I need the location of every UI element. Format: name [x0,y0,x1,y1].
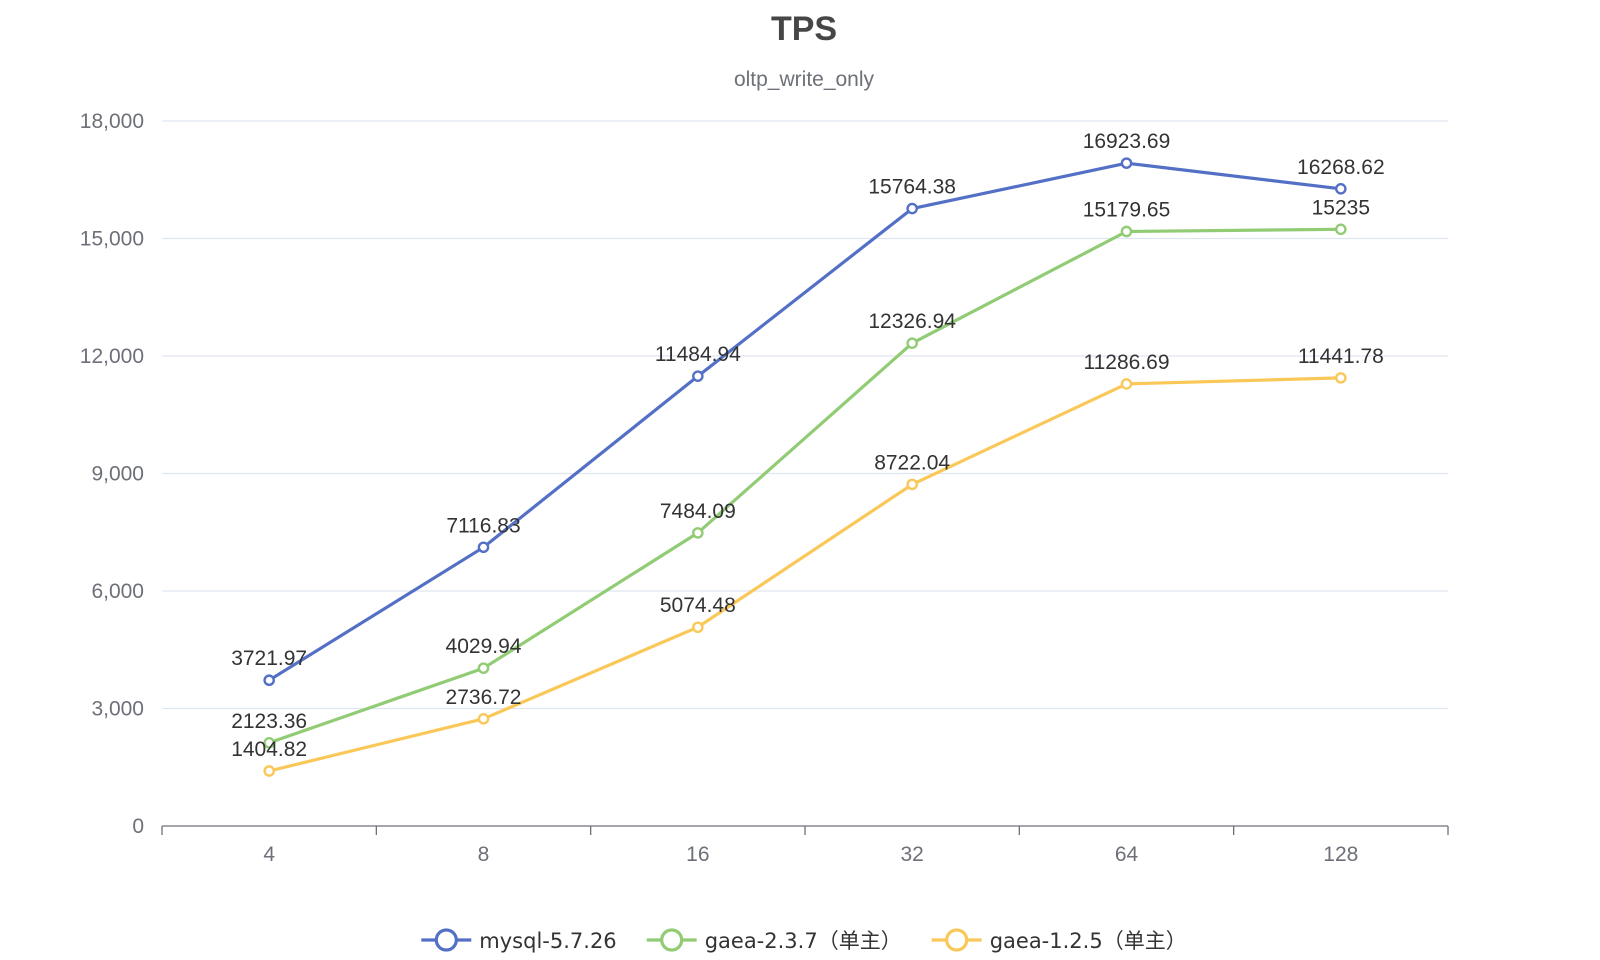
data-label: 15179.65 [1083,198,1171,221]
legend-circle-icon [434,928,458,952]
data-labels: 3721.97 7116.83 11484.94 15764.38 16923.69 16… [231,130,1384,761]
data-point[interactable] [477,662,490,674]
series-line [268,161,1341,682]
data-label: 7484.09 [660,500,736,523]
legend-circle-icon [660,928,684,952]
data-label: 16268.62 [1297,156,1385,179]
legend-label: gaea-2.3.7（单主） [705,929,902,953]
data-label: 8722.04 [874,451,950,474]
data-label: 16923.69 [1083,130,1171,153]
data-point[interactable] [1335,183,1347,195]
data-point[interactable] [906,337,918,349]
legend-circle-icon [945,928,969,952]
y-tick-label: 0 [132,815,144,838]
data-point[interactable] [1335,372,1347,384]
data-point[interactable] [692,527,704,539]
x-tick-label: 16 [686,843,709,866]
data-point[interactable] [1120,157,1133,169]
legend-label: mysql-5.7.26 [479,929,616,953]
data-points [263,157,1347,777]
chart-title: TPS [771,10,837,48]
data-point[interactable] [263,737,275,749]
series-line [268,227,1341,745]
series-lines [268,161,1341,773]
x-tick-label: 128 [1323,843,1358,866]
series-line [268,376,1341,773]
data-point[interactable] [692,370,704,382]
y-tick-label: 9,000 [91,463,144,486]
x-tick-label: 4 [263,843,275,866]
y-tick-label: 15,000 [80,228,144,251]
data-label: 2123.36 [231,710,307,733]
y-tick-label: 6,000 [91,580,144,603]
data-label: 15235 [1312,196,1370,219]
data-label: 5074.48 [660,594,736,617]
data-label: 11441.78 [1298,345,1384,368]
chart-subtitle: oltp_write_only [734,68,875,91]
legend-item[interactable]: mysql-5.7.26 [421,928,617,953]
legend-item[interactable]: gaea-2.3.7（单主） [646,928,902,953]
data-label: 11286.69 [1083,351,1169,374]
x-tick-label: 64 [1115,843,1139,866]
data-label: 1404.82 [231,738,307,761]
data-point[interactable] [692,621,704,634]
data-point[interactable] [906,478,918,491]
y-tick-label: 12,000 [80,345,144,368]
data-point[interactable] [1335,223,1347,236]
data-point[interactable] [477,541,490,554]
data-label: 4029.94 [446,635,522,658]
data-point[interactable] [263,674,275,687]
data-point[interactable] [477,713,490,725]
data-point[interactable] [263,765,275,777]
data-label: 3721.97 [231,647,307,670]
y-tick-label: 18,000 [80,110,144,133]
data-label: 15764.38 [868,176,956,199]
data-label: 11484.94 [655,343,741,366]
data-label: 12326.94 [868,310,956,333]
legend-item[interactable]: gaea-1.2.5（单主） [931,928,1187,953]
y-tick-label: 3,000 [91,698,144,721]
x-tick-label: 32 [900,843,923,866]
legend-label: gaea-1.2.5（单主） [990,929,1187,953]
x-tick-label: 8 [478,843,490,866]
data-point[interactable] [1120,378,1133,390]
grid-lines [162,120,1448,710]
legend[interactable]: mysql-5.7.26 gaea-2.3.7（单主） gaea-1.2.5（单主） [421,928,1187,953]
data-label: 7116.83 [446,514,520,537]
data-point[interactable] [1120,225,1133,238]
data-point[interactable] [906,202,918,215]
data-label: 2736.72 [446,686,522,709]
axes: 0 3,000 6,000 9,000 12,000 15,000 18,000 4 8 16 32… [80,110,1449,866]
